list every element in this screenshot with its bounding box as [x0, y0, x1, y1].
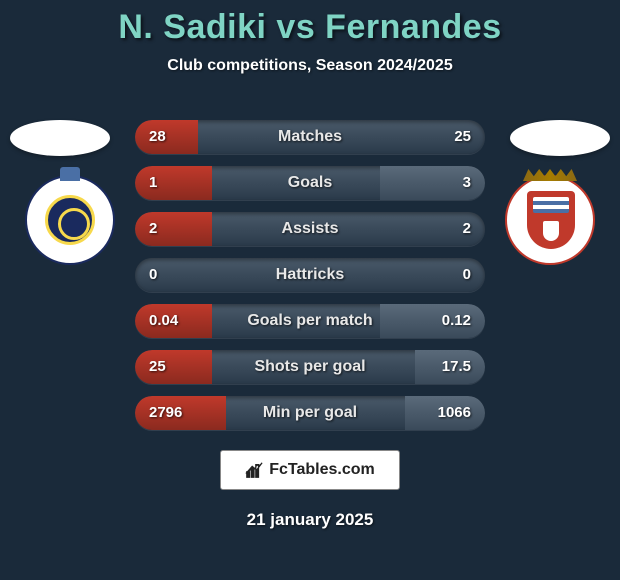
comparison-date: 21 january 2025 [247, 510, 374, 530]
stat-value-left: 0 [149, 258, 157, 292]
chart-icon [245, 461, 263, 479]
stat-value-right: 3 [463, 166, 471, 200]
stat-value-left: 28 [149, 120, 166, 154]
stat-value-left: 25 [149, 350, 166, 384]
stat-value-right: 2 [463, 212, 471, 246]
stat-row: 2 2 Assists [135, 212, 485, 246]
player-right-placeholder [510, 120, 610, 156]
stat-label: Assists [282, 212, 339, 246]
stat-label: Min per goal [263, 396, 357, 430]
logo-text: FcTables.com [269, 461, 375, 479]
bar-left [135, 212, 212, 246]
stat-label: Goals [288, 166, 332, 200]
bar-left [135, 350, 212, 384]
stat-row: 25 17.5 Shots per goal [135, 350, 485, 384]
stat-value-left: 0.04 [149, 304, 178, 338]
stat-value-right: 25 [454, 120, 471, 154]
stat-label: Goals per match [247, 304, 372, 338]
stat-value-left: 2 [149, 212, 157, 246]
stat-value-right: 1066 [438, 396, 471, 430]
subtitle: Club competitions, Season 2024/2025 [0, 57, 620, 75]
stat-value-right: 0.12 [442, 304, 471, 338]
stat-value-right: 0 [463, 258, 471, 292]
stat-row: 1 3 Goals [135, 166, 485, 200]
stat-row: 2796 1066 Min per goal [135, 396, 485, 430]
stat-label: Shots per goal [254, 350, 365, 384]
stat-row: 0.04 0.12 Goals per match [135, 304, 485, 338]
page-title: N. Sadiki vs Fernandes [0, 8, 620, 47]
stat-value-left: 1 [149, 166, 157, 200]
stat-value-right: 17.5 [442, 350, 471, 384]
stat-row: 28 25 Matches [135, 120, 485, 154]
usg-crest-icon [25, 175, 115, 265]
fctables-logo[interactable]: FcTables.com [220, 450, 400, 490]
player-left-placeholder [10, 120, 110, 156]
stat-label: Hattricks [276, 258, 344, 292]
crest-left [25, 175, 115, 265]
stat-value-left: 2796 [149, 396, 182, 430]
braga-crest-icon [505, 175, 595, 265]
crest-right [505, 175, 595, 265]
bar-left [135, 120, 198, 154]
stat-label: Matches [278, 120, 342, 154]
stats-container: 28 25 Matches 1 3 Goals 2 2 Assists 0 0 Hattricks 0.… [135, 120, 485, 442]
stat-row: 0 0 Hattricks [135, 258, 485, 292]
header: N. Sadiki vs Fernandes Club competitions… [0, 0, 620, 75]
bar-left [135, 166, 212, 200]
